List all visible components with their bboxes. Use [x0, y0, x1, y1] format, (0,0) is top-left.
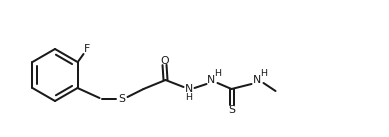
- Text: H: H: [260, 68, 267, 78]
- Text: N: N: [184, 84, 193, 94]
- Text: O: O: [160, 56, 169, 66]
- Text: H: H: [214, 68, 221, 78]
- Text: F: F: [83, 44, 89, 54]
- Text: S: S: [228, 105, 235, 115]
- Text: H: H: [185, 92, 192, 102]
- Text: S: S: [118, 94, 125, 104]
- Text: N: N: [207, 75, 215, 85]
- Text: N: N: [252, 75, 261, 85]
